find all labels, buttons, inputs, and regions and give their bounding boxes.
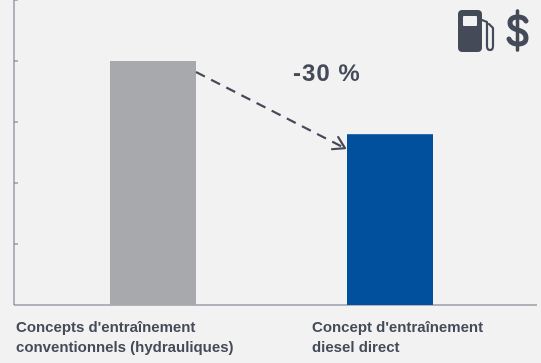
change-arrow-line: [195, 71, 346, 150]
change-annotation: -30 %: [293, 60, 361, 87]
change-arrow: [195, 71, 347, 151]
change-arrow-head: [330, 136, 347, 151]
dollar-icon: [506, 9, 529, 52]
fuel-pump-dollar-icon: [458, 9, 529, 52]
bar-0: [110, 61, 196, 305]
chart-axes: [13, 0, 537, 306]
bar-1: [347, 134, 433, 305]
fuel-pump-icon: [458, 10, 495, 52]
category-label-conventional: Concepts d'entraînement conventionnels (…: [16, 319, 234, 356]
chart-bars: [110, 61, 433, 305]
category-label-diesel-direct: Concept d'entraînement diesel direct: [312, 319, 484, 356]
